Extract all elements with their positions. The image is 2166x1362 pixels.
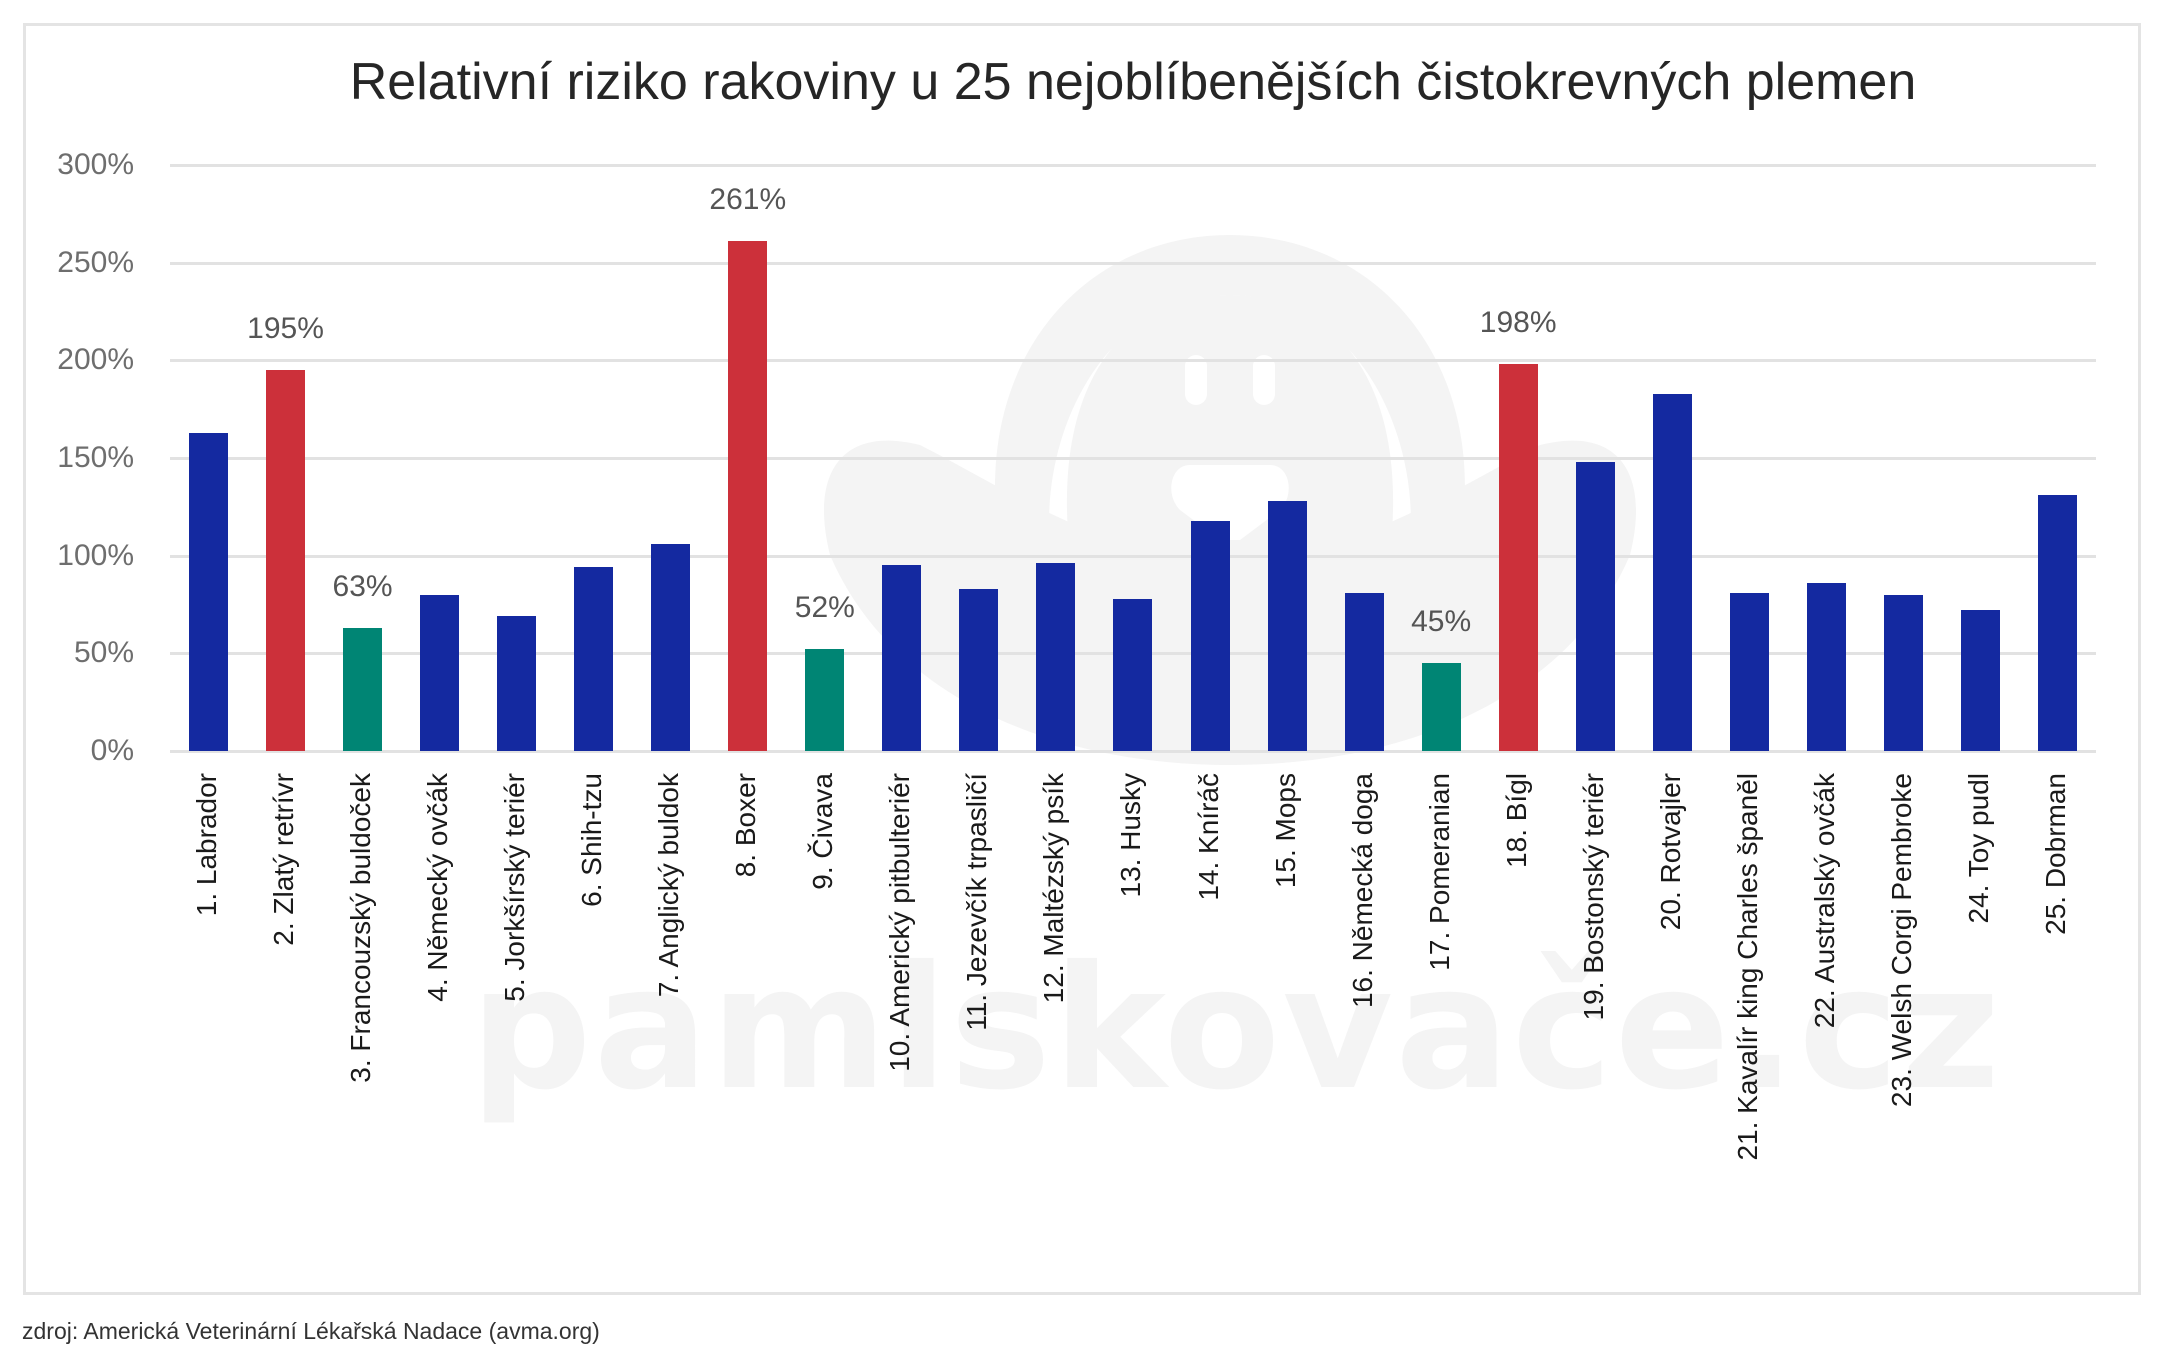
bar (1806, 583, 1846, 751)
gridline (170, 359, 2096, 363)
chart-frame (23, 23, 2141, 1295)
x-tick-label: 8. Boxer (730, 773, 762, 878)
bar (420, 594, 460, 751)
chart-title: Relativní riziko rakoviny u 25 nejoblíbe… (349, 53, 1917, 111)
x-tick-label: 22. Australský ovčák (1808, 773, 1840, 1029)
bar (1036, 563, 1076, 751)
bar (1960, 610, 2000, 751)
bar (497, 616, 537, 751)
y-tick-label: 200% (57, 343, 134, 377)
x-tick-label: 18. Bígl (1500, 773, 1532, 868)
x-tick-label: 23. Welsh Corgi Pembroke (1885, 773, 1917, 1108)
x-tick-label: 5. Jorkšírský teriér (499, 773, 531, 1002)
x-tick-label: 16. Německá doga (1346, 773, 1378, 1009)
bar (1652, 393, 1692, 751)
gridline (170, 457, 2096, 460)
x-tick-label: 2. Zlatý retrívr (268, 773, 300, 946)
x-tick-label: 24. Toy pudl (1962, 773, 1994, 924)
data-label: 52% (794, 591, 855, 625)
x-tick-label: 14. Kníráč (1192, 773, 1224, 901)
y-tick-label: 150% (57, 441, 134, 474)
data-label: 45% (1411, 605, 1472, 639)
bar (574, 567, 614, 751)
data-label: 261% (709, 183, 787, 217)
x-tick-label: 4. Německý ovčák (422, 773, 454, 1002)
y-tick-label: 300% (57, 148, 134, 181)
x-tick-label: 3. Francouzský buldoček (345, 773, 377, 1083)
bar (1113, 598, 1153, 751)
x-tick-label: 9. Čivava (807, 773, 839, 890)
gridline (170, 750, 2096, 753)
x-tick-label: 10. Americký pitbulteriér (884, 773, 916, 1072)
source-footer: zdroj: Americká Veterinární Lékařská Nad… (22, 1318, 600, 1344)
bar (1883, 594, 1923, 751)
data-label: 198% (1479, 306, 1557, 340)
bar (266, 370, 306, 751)
bar (1729, 592, 1769, 751)
bar (189, 432, 228, 751)
bar (343, 627, 383, 751)
x-tick-label: 25. Dobrman (2039, 773, 2071, 935)
x-tick-label: 7. Anglický buldok (653, 773, 685, 998)
x-tick-label: 15. Mops (1269, 773, 1301, 889)
bar (959, 588, 999, 751)
bar (728, 241, 768, 751)
bar (1344, 592, 1384, 751)
bar (1190, 520, 1230, 751)
y-tick-label: 250% (57, 245, 134, 279)
x-tick-label: 20. Rotvajler (1654, 773, 1686, 931)
gridline (170, 261, 2096, 265)
x-tick-label: 12. Maltézský psík (1038, 773, 1070, 1004)
x-tick-label: 17. Pomeranian (1423, 773, 1455, 971)
bar (1498, 364, 1538, 751)
x-tick-label: 1. Labrador (191, 773, 222, 917)
data-label: 63% (332, 569, 393, 603)
x-tick-label: 19. Bostonský teriér (1577, 773, 1609, 1021)
bar (1421, 663, 1461, 751)
x-tick-label: 21. Kavalír king Charles španěl (1731, 773, 1763, 1161)
bar (882, 565, 922, 751)
data-label: 195% (247, 312, 324, 346)
y-tick-label: 100% (57, 538, 134, 572)
bar (1575, 461, 1615, 751)
bar (2037, 495, 2077, 751)
x-tick-label: 6. Shih-tzu (576, 773, 608, 907)
bar (1267, 500, 1307, 751)
y-tick-label: 50% (73, 636, 134, 670)
gridline (170, 554, 2096, 558)
x-tick-label: 11. Jezevčík trpasličí (961, 773, 993, 1031)
x-tick-label: 13. Husky (1115, 773, 1147, 898)
y-tick-label: 0% (90, 734, 134, 767)
bar (651, 543, 691, 751)
bar (805, 649, 845, 751)
gridline (170, 164, 2096, 167)
